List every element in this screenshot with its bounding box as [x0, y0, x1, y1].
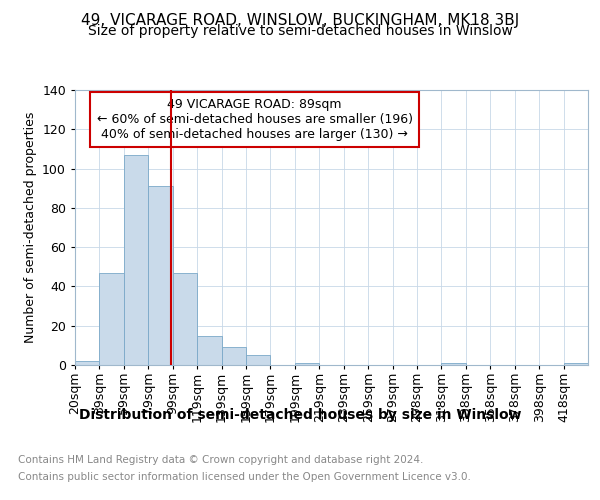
Text: Size of property relative to semi-detached houses in Winslow: Size of property relative to semi-detach… [88, 24, 512, 38]
Text: 49 VICARAGE ROAD: 89sqm
← 60% of semi-detached houses are smaller (196)
40% of s: 49 VICARAGE ROAD: 89sqm ← 60% of semi-de… [97, 98, 413, 141]
Text: Contains HM Land Registry data © Crown copyright and database right 2024.: Contains HM Land Registry data © Crown c… [18, 455, 424, 465]
Bar [197, 336, 221, 365]
Bar [124, 155, 148, 365]
Bar [246, 355, 271, 365]
Y-axis label: Number of semi-detached properties: Number of semi-detached properties [23, 112, 37, 343]
Bar [295, 363, 319, 365]
Text: 49, VICARAGE ROAD, WINSLOW, BUCKINGHAM, MK18 3BJ: 49, VICARAGE ROAD, WINSLOW, BUCKINGHAM, … [81, 12, 519, 28]
Bar [563, 363, 588, 365]
Bar [148, 186, 173, 365]
Text: Distribution of semi-detached houses by size in Winslow: Distribution of semi-detached houses by … [79, 408, 521, 422]
Bar [100, 272, 124, 365]
Bar [173, 272, 197, 365]
Bar [442, 363, 466, 365]
Bar [75, 361, 100, 365]
Bar [221, 348, 246, 365]
Text: Contains public sector information licensed under the Open Government Licence v3: Contains public sector information licen… [18, 472, 471, 482]
